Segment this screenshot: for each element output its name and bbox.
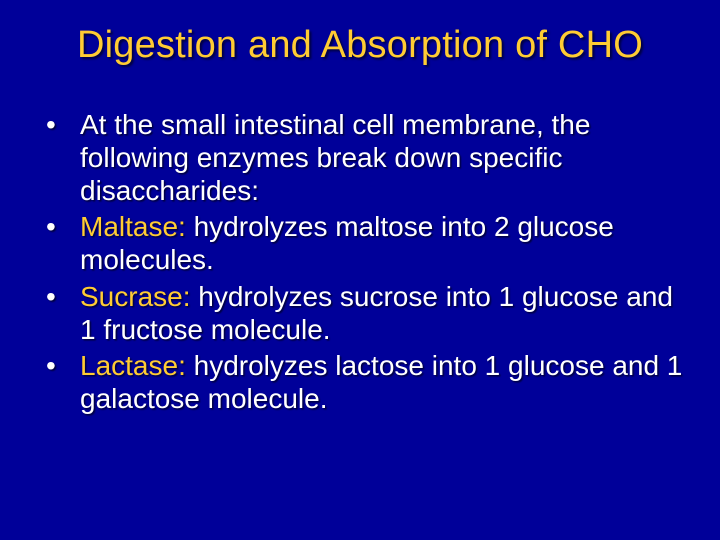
- bullet-text: At the small intestinal cell membrane, t…: [80, 109, 590, 206]
- enzyme-name: Lactase:: [80, 350, 186, 381]
- list-item: Sucrase: hydrolyzes sucrose into 1 gluco…: [32, 281, 692, 347]
- list-item: At the small intestinal cell membrane, t…: [32, 109, 692, 207]
- bullet-list: At the small intestinal cell membrane, t…: [28, 109, 692, 416]
- list-item: Maltase: hydrolyzes maltose into 2 gluco…: [32, 211, 692, 277]
- enzyme-name: Sucrase:: [80, 281, 191, 312]
- list-item: Lactase: hydrolyzes lactose into 1 gluco…: [32, 350, 692, 416]
- slide-title: Digestion and Absorption of CHO: [28, 24, 692, 67]
- enzyme-name: Maltase:: [80, 211, 186, 242]
- slide: Digestion and Absorption of CHO At the s…: [0, 0, 720, 540]
